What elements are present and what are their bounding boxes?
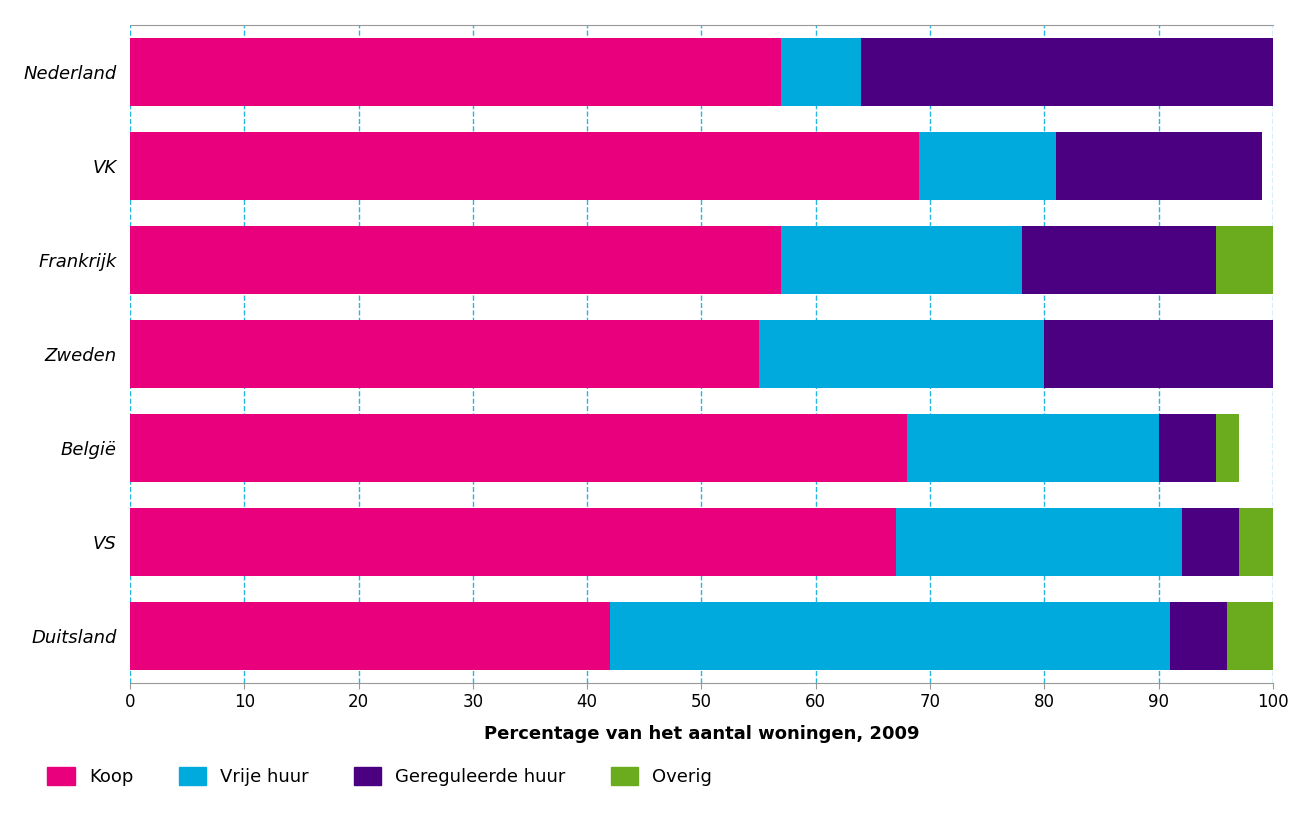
Bar — [759, 320, 1044, 388]
Bar — [1056, 132, 1261, 200]
X-axis label: Percentage van het aantal woningen, 2009: Percentage van het aantal woningen, 2009 — [483, 726, 920, 743]
Bar — [1216, 414, 1239, 481]
Bar — [782, 38, 861, 106]
Bar — [130, 414, 907, 481]
Bar — [130, 508, 896, 576]
Bar — [1021, 227, 1216, 294]
Bar — [130, 602, 611, 670]
Bar — [907, 414, 1159, 481]
Bar — [611, 602, 1170, 670]
Bar — [130, 320, 759, 388]
Bar — [861, 38, 1273, 106]
Bar — [130, 38, 782, 106]
Bar — [896, 508, 1182, 576]
Legend: Koop, Vrije huur, Gereguleerde huur, Overig: Koop, Vrije huur, Gereguleerde huur, Ove… — [48, 766, 712, 786]
Bar — [782, 227, 1021, 294]
Bar — [130, 227, 782, 294]
Bar — [1182, 508, 1239, 576]
Bar — [130, 132, 918, 200]
Bar — [1216, 227, 1273, 294]
Bar — [1159, 414, 1216, 481]
Bar — [1170, 602, 1228, 670]
Bar — [1239, 508, 1273, 576]
Bar — [918, 132, 1056, 200]
Bar — [1044, 320, 1273, 388]
Bar — [1228, 602, 1273, 670]
